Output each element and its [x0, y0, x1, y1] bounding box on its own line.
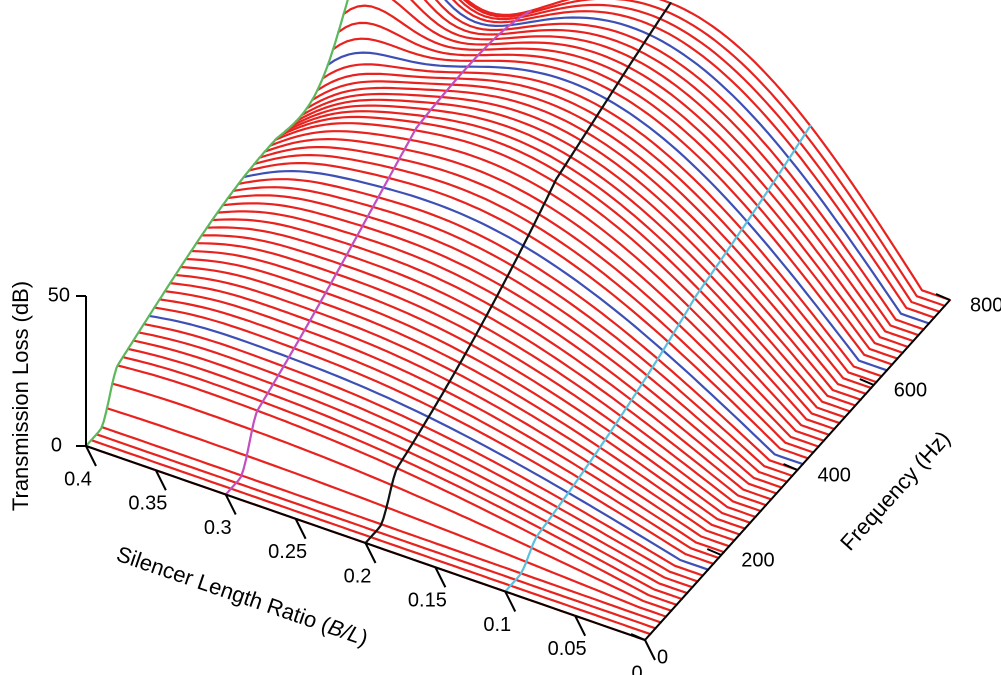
surface-line-18	[179, 265, 741, 536]
x-tick-6	[504, 591, 517, 612]
x-tick-label-2: 0.3	[204, 517, 232, 539]
x-tick-8	[644, 639, 656, 661]
ticks: 0.4 0.35 0.3 0.25 0.2 0.15 0.1 0.05 0 0 200 400 600 8…	[64, 293, 1001, 675]
x-tick-label-3: 0.25	[268, 541, 307, 563]
z-tick-label-50: 50	[48, 284, 70, 306]
x-tick-5	[434, 566, 447, 588]
z-tick-label-0: 0	[51, 434, 62, 456]
x-tick-label-0: 0.4	[64, 468, 92, 490]
x-tick-label-5: 0.15	[408, 590, 447, 612]
x-axis-title: Silencer Length Ratio (B/L)	[113, 541, 371, 651]
x-tick-label-1: 0.35	[128, 493, 167, 515]
surface-line-32	[253, 154, 815, 454]
x-tick-label-8: 0	[631, 662, 642, 675]
y-tick-3	[859, 378, 875, 386]
x-tick-label-4: 0.2	[344, 565, 372, 587]
x-tick-3	[294, 518, 307, 540]
ratio-line-0-4	[84, 0, 349, 448]
x-tick-label-7: 0.05	[548, 638, 587, 660]
ratio-line-0-2	[364, 2, 672, 545]
x-tick-1	[154, 469, 167, 491]
y-tick-2	[783, 463, 798, 471]
y-tick-label-0: 0	[657, 646, 668, 668]
x-tick-0	[85, 445, 97, 467]
y-tick-0	[630, 633, 646, 641]
x-tick-2	[224, 494, 237, 515]
y-tick-label-3: 600	[894, 379, 927, 401]
z-axis-title: Transmission Loss (dB)	[8, 281, 33, 511]
x-tick-label-6: 0.1	[483, 614, 511, 636]
ratio-line-0-3	[224, 9, 532, 496]
surface-lines	[84, 0, 952, 642]
y-tick-label-2: 400	[818, 464, 851, 486]
x-tick-7	[574, 615, 587, 637]
y-tick-4	[935, 293, 951, 301]
y-tick-label-4: 800	[970, 294, 1001, 316]
y-tick-1	[706, 548, 722, 556]
surface-line-27	[226, 194, 789, 483]
ratio-line-0-1	[504, 124, 812, 593]
y-axis-title: Frequency (Hz)	[835, 426, 955, 555]
surface-line-47	[332, 37, 894, 366]
x-tick-4	[364, 542, 377, 564]
y-tick-label-1: 200	[741, 549, 774, 571]
